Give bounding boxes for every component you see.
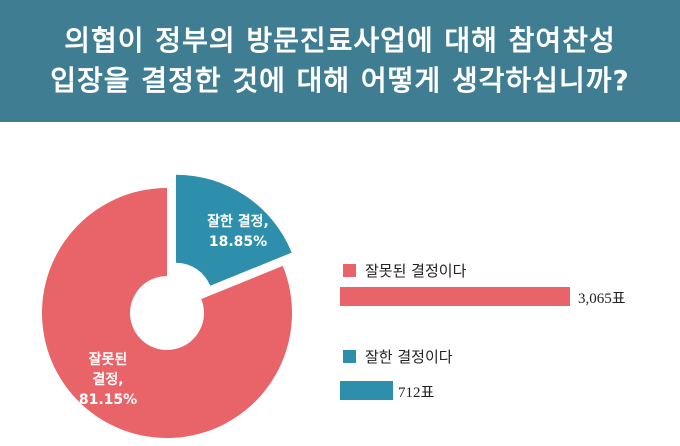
slice-label-wrong-percent: 81.15% xyxy=(78,392,138,408)
title-line-1: 의협이 정부의 방문진료사업에 대해 참여찬성 xyxy=(64,24,616,57)
slice-label-wrong-line1: 잘못된 xyxy=(88,352,128,368)
donut-chart xyxy=(42,174,293,438)
slice-label-right-percent: 18.85% xyxy=(208,234,268,250)
legend-item-right: 잘한 결정이다 xyxy=(343,346,453,367)
bar-value-wrong: 3,065표 xyxy=(578,291,626,307)
pie-slice-wrong xyxy=(42,188,293,438)
legend-swatch-wrong xyxy=(343,264,356,277)
slice-label-wrong: 잘못된 결정, 81.15% xyxy=(78,350,138,410)
legend-swatch-right xyxy=(343,350,356,363)
slice-label-right-line1: 잘한 결정, xyxy=(207,214,269,230)
legend-label-right: 잘한 결정이다 xyxy=(365,348,453,366)
slice-label-wrong-line2: 결정, xyxy=(92,372,124,388)
legend-item-wrong: 잘못된 결정이다 xyxy=(343,260,466,281)
bar-value-right: 712표 xyxy=(398,385,435,401)
legend-label-wrong: 잘못된 결정이다 xyxy=(365,262,467,280)
title-banner: 의협이 정부의 방문진료사업에 대해 참여찬성 입장을 결정한 것에 대해 어떻… xyxy=(0,0,680,122)
title-line-2: 입장을 결정한 것에 대해 어떻게 생각하십니까? xyxy=(50,64,630,97)
bar-wrong xyxy=(340,287,570,306)
slice-label-right: 잘한 결정, 18.85% xyxy=(193,212,283,252)
bar-right xyxy=(340,381,393,400)
pie-slice-right xyxy=(175,174,292,286)
